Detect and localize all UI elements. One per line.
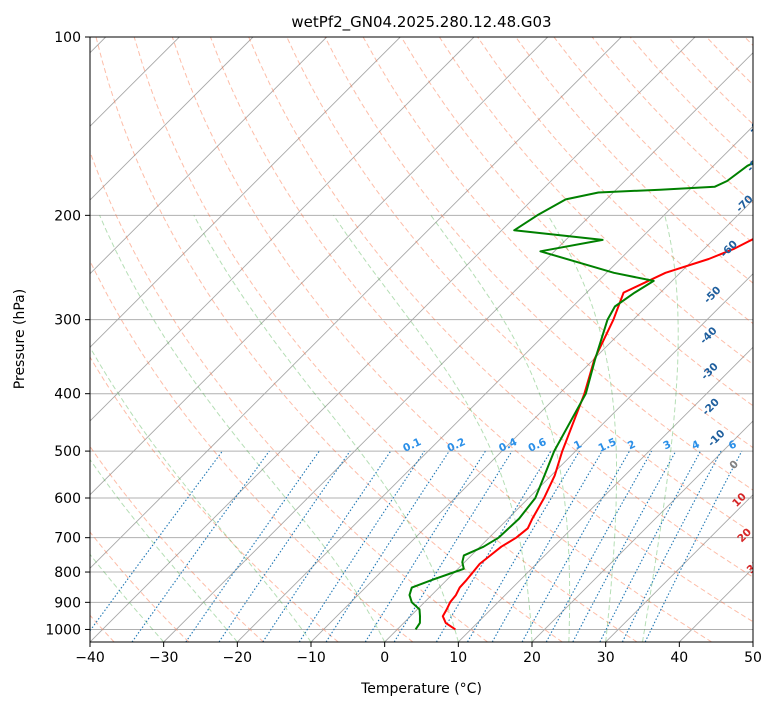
isotherm-line <box>163 52 753 642</box>
dry-adiabat-line <box>90 259 414 642</box>
y-tick-label: 200 <box>54 208 81 224</box>
isotherm-line <box>90 37 475 422</box>
isotherm-line <box>457 346 753 642</box>
mixing-ratio-label: 3 <box>661 438 673 452</box>
x-tick-label: 30 <box>597 650 615 666</box>
isotherm-line <box>531 420 753 642</box>
isotherm-line <box>90 37 254 201</box>
dry-adiabat-line <box>324 37 753 491</box>
y-tick-label: 400 <box>54 387 81 403</box>
x-tick-label: −10 <box>296 650 326 666</box>
y-tick-label: 1000 <box>45 622 81 638</box>
mixing-ratio-line <box>325 450 450 642</box>
x-tick-label: 20 <box>523 650 541 666</box>
mixing-ratio-line <box>521 450 630 642</box>
moist-adiabat-line <box>193 215 459 642</box>
mixing-ratio-label: 4 <box>690 438 702 452</box>
mixing-ratio-line <box>262 450 392 642</box>
dry-adiabat-line <box>400 37 753 407</box>
x-tick-label: 10 <box>449 650 467 666</box>
mixing-ratio-line <box>90 450 223 632</box>
isotherm-line <box>90 37 549 496</box>
dry-adiabat-line <box>90 531 190 642</box>
mixing-ratio-line <box>393 450 513 642</box>
mixing-ratio-line <box>621 450 722 642</box>
chart-title: wetPf2_GN04.2025.280.12.48.G03 <box>291 13 551 32</box>
y-tick-label: 700 <box>54 531 81 547</box>
dry-adiabat-line <box>133 37 638 642</box>
isotherm-line <box>605 494 753 642</box>
x-axis-label: Temperature (°C) <box>360 681 482 697</box>
mixing-ratio-line <box>545 450 653 642</box>
y-tick-label: 900 <box>54 595 81 611</box>
dry-adiabat-line <box>90 445 264 642</box>
isotherm-line <box>90 37 622 569</box>
moist-adiabat-line <box>90 553 165 642</box>
moist-adiabat-line <box>642 215 679 642</box>
isotherm-line <box>236 125 753 642</box>
plot-frame <box>89 36 754 643</box>
dry-adiabat-label: -90 <box>746 114 768 136</box>
moist-adiabats <box>90 215 679 642</box>
mixing-ratio-label: 6 <box>727 438 739 452</box>
mixing-ratio-line <box>131 450 270 642</box>
plot-area: -100-90-80-70-60-50-40-30-20-10010203040… <box>90 37 768 642</box>
y-tick-label: 600 <box>54 491 81 507</box>
y-tick-label: 500 <box>54 444 81 460</box>
mixing-ratio-line <box>364 450 486 642</box>
isotherm-gridlines <box>90 37 753 642</box>
isotherm-line <box>384 273 753 642</box>
dry-adiabat-line <box>210 37 753 623</box>
mixing-ratio-line <box>218 450 351 642</box>
y-tick-label: 800 <box>54 565 81 581</box>
isotherm-line <box>90 37 401 348</box>
mixing-ratio-lines <box>90 450 743 642</box>
x-tick-label: −20 <box>223 650 253 666</box>
pressure-gridlines <box>90 37 753 630</box>
mixing-ratio-line <box>644 450 743 642</box>
dry-adiabat-line <box>248 37 753 578</box>
y-axis-ticks: 100 200 300 400 500 600 700 800 900 1000 <box>45 30 90 638</box>
dry-adiabat-line <box>515 37 753 284</box>
sounding-series <box>408 162 753 631</box>
dry-adiabat-label: 30 <box>745 557 764 576</box>
isotherm-line <box>310 199 753 642</box>
x-tick-label: −40 <box>75 650 105 666</box>
x-tick-label: 40 <box>670 650 688 666</box>
mixing-ratio-line <box>599 450 701 642</box>
x-axis-ticks: −40 −30 −20 −10 0 10 20 30 40 50 <box>75 642 762 666</box>
mixing-ratio-line <box>572 450 677 642</box>
temperature-profile-line <box>441 238 753 631</box>
isotherm-line <box>90 37 328 275</box>
x-tick-label: 0 <box>380 650 389 666</box>
mixing-ratio-line <box>435 450 552 642</box>
y-axis-label: Pressure (hPa) <box>12 289 28 389</box>
y-tick-label: 100 <box>54 30 81 46</box>
moist-adiabat-line <box>90 346 312 642</box>
dry-adiabat-line <box>90 356 339 642</box>
moist-adiabat-line <box>430 215 571 642</box>
mixing-ratio-label: 1 <box>572 438 584 452</box>
moist-adiabat-line <box>99 215 386 642</box>
mixing-ratio-label: 2 <box>626 438 638 452</box>
dry-adiabat-label: -80 <box>745 153 767 175</box>
x-tick-label: −30 <box>149 650 179 666</box>
x-tick-label: 50 <box>744 650 762 666</box>
y-tick-label: 300 <box>54 313 81 329</box>
dry-adiabat-line <box>90 150 488 642</box>
mixing-ratio-line <box>298 450 425 642</box>
moist-adiabat-line <box>547 215 617 642</box>
dewpoint-profile-line <box>408 162 753 630</box>
isotherm-line <box>90 37 696 642</box>
moist-adiabat-line <box>90 458 238 642</box>
dry-adiabat-line <box>171 37 712 642</box>
mixing-ratio-line <box>185 450 320 642</box>
dry-adiabat-line <box>95 37 563 642</box>
